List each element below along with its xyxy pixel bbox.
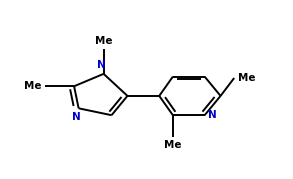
Text: N: N [72, 112, 81, 122]
Text: N: N [97, 60, 106, 70]
Text: N: N [208, 110, 217, 120]
Text: Me: Me [164, 140, 182, 150]
Text: Me: Me [95, 36, 112, 46]
Text: Me: Me [24, 81, 41, 91]
Text: Me: Me [238, 73, 255, 83]
